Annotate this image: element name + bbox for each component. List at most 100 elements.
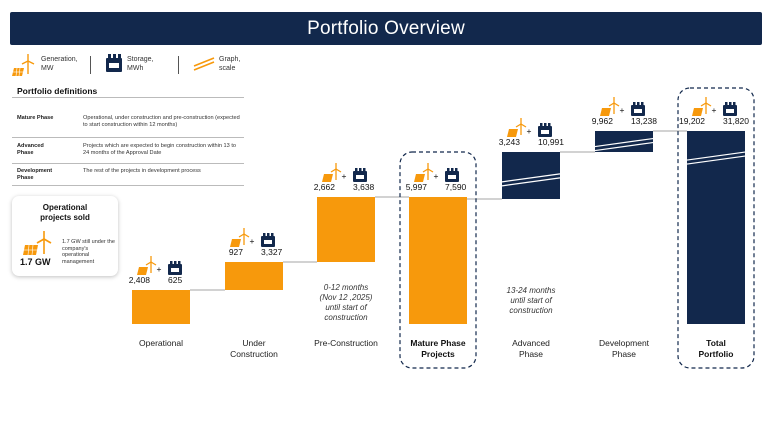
category-label: Portfolio [699,349,734,359]
generation-icon [414,163,434,182]
battery-window [171,268,179,272]
storage-value: 625 [168,275,182,285]
definition-value: The rest of the projects in development … [83,168,201,174]
value-labels: 2,408 625 927 3,327 2,662 3,638 5,997 7,590 3,24… [129,116,750,285]
battery-window [448,175,456,179]
turbine-blade [335,168,342,173]
definition-key: Mature Phase [17,115,54,121]
scale-break-icon [193,57,215,71]
legend-graph-label: Graph, scale [219,56,241,72]
generation-icon [137,256,157,275]
bar-pre-construction [317,197,375,262]
annotation-line: 0-12 months [324,283,368,292]
bar-under-construction [225,262,283,290]
plus-sign: + [250,236,255,246]
battery-cell [359,168,362,172]
battery-window [541,130,549,134]
legend-separator [90,56,91,74]
highlight-frame [399,151,477,369]
plus-sign: + [157,264,162,274]
turbine-blade [520,123,527,128]
battery-cell [267,233,270,237]
legend-separator [178,56,179,74]
turbine-blade [145,261,152,266]
generation-icon [507,118,527,137]
solar-panel [414,174,425,182]
plus-sign: + [434,171,439,181]
turbine-blade [238,233,245,238]
category-label: Total [706,338,726,348]
plus-sign: + [527,126,532,136]
definition-key: Development Phase [17,168,53,181]
category-label: Operational [139,338,183,348]
battery-window [356,175,364,179]
sold-title: Operational projects sold [40,203,90,222]
storage-icon [168,261,182,275]
battery-cell [363,168,366,172]
battery-cell [455,168,458,172]
generation-value: 2,662 [314,182,336,192]
generation-value: 2,408 [129,275,151,285]
generation-value: 19,202 [679,116,705,126]
connector-lines [190,130,687,291]
definition-key: Advanced Phase [17,143,44,156]
battery-cell [540,123,543,127]
definition-value: Projects which are expected to begin con… [83,143,236,156]
storage-icon [445,168,459,182]
turbine-blade [150,261,157,266]
category-label: Mature Phase [410,338,466,348]
battery-cell [725,102,728,106]
generation-value: 927 [229,247,243,257]
category-label: Pre-Construction [314,338,378,348]
storage-icon [538,123,552,137]
solar-panel [137,267,148,275]
generation-value: 3,243 [499,137,521,147]
solar-panel [600,108,611,116]
annotation-line: construction [324,313,368,322]
annotations: 0-12 months(Nov 12 ,2025)until start ofc… [320,283,556,322]
bar-icons: + + + + + + + [137,97,737,275]
battery-cell [548,123,551,127]
legend-graph: Graph, scale [192,52,247,73]
solar-panel [692,108,703,116]
turbine-blade [515,123,522,128]
generation-icon [692,97,712,116]
storage-value: 13,238 [631,116,657,126]
definitions-divider [12,97,244,98]
scale-break-mark [501,177,561,187]
battery-cell [355,168,358,172]
battery-cell [451,168,454,172]
storage-value: 7,590 [445,182,467,192]
generation-icon [600,97,620,116]
legend: Generation, MW Storage, MWh Graph, scale [12,52,250,80]
battery-cell [447,168,450,172]
battery-cell [263,233,266,237]
definitions-divider [12,137,244,138]
category-label: Advanced [512,338,550,348]
turbine-blade [608,102,615,107]
scale-break-mark [594,141,654,152]
storage-icon [723,102,737,116]
scale-break-mark [594,137,654,148]
sold-note: 1.7 GW still under the company's operati… [62,239,115,265]
definitions-divider [12,185,244,186]
legend-generation-label: Generation, MW [41,56,78,72]
generation-value: 5,997 [406,182,428,192]
storage-icon [353,168,367,182]
category-label: Phase [519,349,543,359]
generation-icon [12,54,35,77]
generation-icon [322,163,342,182]
definitions-divider [12,163,244,164]
battery-window [634,109,642,113]
battery-cell [170,261,173,265]
solar-panel [230,239,241,247]
turbine-blade [330,168,337,173]
turbine-blade [422,168,429,173]
operational-projects-sold-card: Operational projects sold 1.7 GW 1.7 GW … [12,196,118,276]
battery-cell [729,102,732,106]
bars [132,131,746,324]
battery-cell [641,102,644,106]
turbine-blade [427,168,434,173]
sold-value: 1.7 GW [20,257,51,267]
